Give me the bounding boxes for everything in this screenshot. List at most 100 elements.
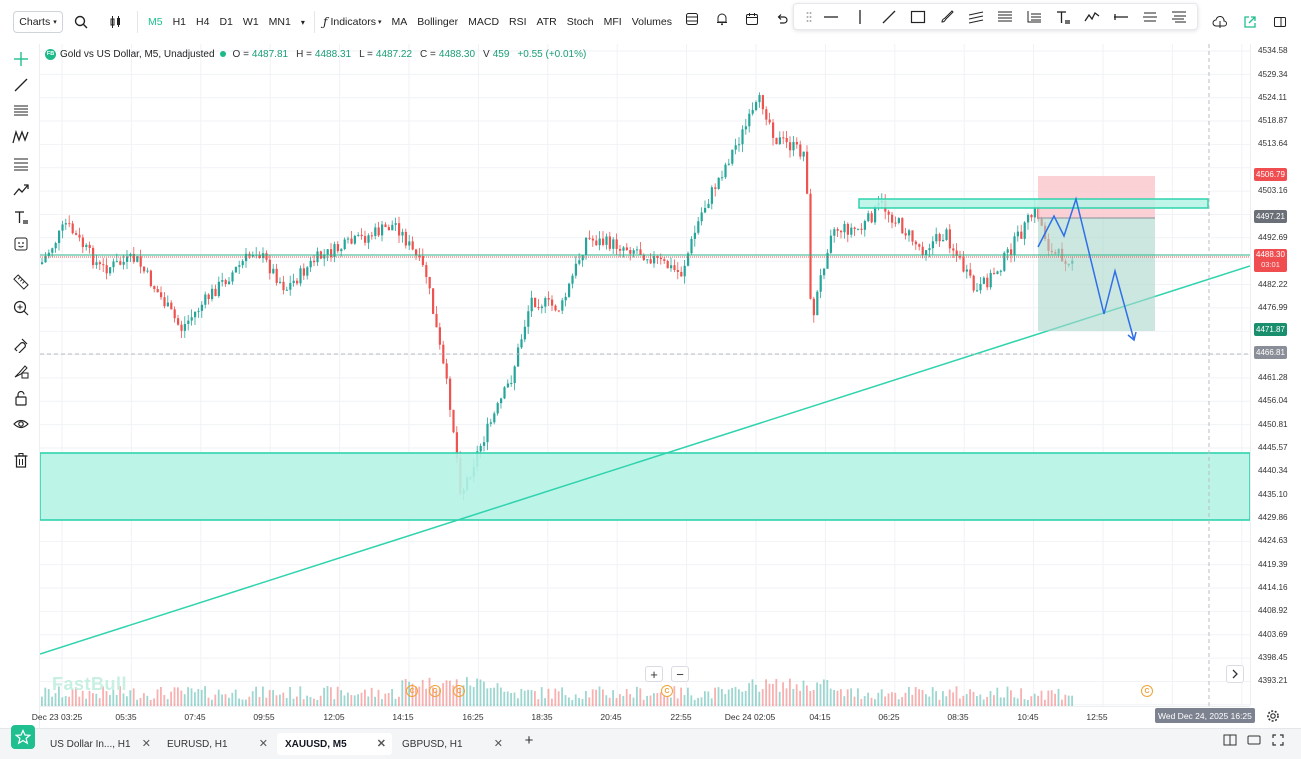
candle-body [98,262,101,265]
timeframe-h4[interactable]: H4 [196,16,210,28]
volume-bar [537,699,540,706]
price-chart[interactable] [40,44,1250,706]
close-value: 4488.30 [438,48,476,60]
draw-mode-lock-icon[interactable] [9,360,33,382]
alert-bell-icon[interactable] [707,8,737,30]
volume-bar [738,689,740,706]
path-tool-icon[interactable] [9,179,33,201]
chart-tab[interactable]: GBPUSD, H1 ✕ [394,733,509,755]
add-tab-button[interactable]: + [524,731,534,749]
price-axis[interactable]: 4534.58 4529.34 4524.11 4518.87 4513.64 … [1250,44,1301,706]
single-layout-icon[interactable] [1242,732,1266,748]
timeframe-w1[interactable]: W1 [242,16,259,28]
lock-icon[interactable] [9,387,33,409]
ray-tool-icon[interactable] [1106,4,1135,29]
zoom-in-button[interactable]: + [645,666,663,682]
indicators-dropdown[interactable]: ƒ Indicators ▾ [318,8,387,36]
calendar-icon[interactable] [737,8,767,30]
resistance-zone[interactable] [858,198,1209,209]
search-icon[interactable] [74,15,90,31]
indicator-stoch[interactable]: Stoch [566,16,594,28]
timeframe-more-chevron-icon[interactable]: ▾ [300,17,305,27]
candle-body [629,250,632,254]
eye-visibility-icon[interactable] [9,413,33,435]
vertical-line-tool-icon[interactable] [845,4,874,29]
projection-path[interactable] [1037,196,1135,341]
chart-tab[interactable]: EURUSD, H1 ✕ [159,733,274,755]
candle-body [547,298,550,300]
ruler-measure-icon[interactable] [9,271,33,293]
demand-zone[interactable] [40,452,1250,521]
short-position-target-zone[interactable] [1038,218,1155,331]
split-layout-icon[interactable] [1218,732,1242,748]
event-marker-icon[interactable]: C [429,685,441,697]
close-icon[interactable]: ✕ [141,738,151,750]
wave-pattern-tool-icon[interactable] [9,126,33,148]
fib-channel-tool-icon[interactable] [1019,4,1048,29]
event-marker-icon[interactable]: C [1141,685,1153,697]
undo-icon[interactable] [767,8,797,30]
share-icon[interactable] [1235,11,1265,33]
horizontal-line-tool-icon[interactable] [816,4,845,29]
close-icon[interactable]: ✕ [376,738,386,750]
gann-tool-icon[interactable] [1135,4,1164,29]
time-axis[interactable]: Dec 23 03:25 05:35 07:45 09:55 12:05 14:… [32,706,1250,728]
indicator-atr[interactable]: ATR [536,16,557,28]
pattern-tool-icon[interactable] [1077,4,1106,29]
scroll-to-realtime-button[interactable] [1226,665,1244,683]
indicator-ma[interactable]: MA [391,16,408,28]
sidebar-toggle-icon[interactable] [1265,11,1295,33]
candlestick-type-icon[interactable] [109,15,125,31]
indicator-macd[interactable]: MACD [468,16,500,28]
star-watchlist-button[interactable] [11,725,35,749]
timeframe-mn1[interactable]: MN1 [268,16,291,28]
trend-line-tool-icon[interactable] [874,4,903,29]
charts-dropdown[interactable]: Charts ▾ [13,11,63,33]
zoom-out-button[interactable]: − [671,666,689,682]
event-marker-icon[interactable]: C [453,685,465,697]
indicator-volumes[interactable]: Volumes [631,16,672,28]
symbol-title[interactable]: Gold vs US Dollar, M5, Unadjusted [60,48,215,60]
chart-grid [40,44,1250,706]
text-annotation-icon[interactable] [9,206,33,228]
gear-icon[interactable] [1264,708,1282,724]
pitchfork-tool-icon[interactable] [1164,4,1193,29]
line-tool-icon[interactable] [9,74,33,96]
drag-handle-icon[interactable] [802,4,816,29]
close-icon[interactable]: ✕ [258,738,268,750]
event-marker-icon[interactable]: C [406,685,418,697]
candle-body [687,253,690,266]
chart-tab-active[interactable]: XAUUSD, M5 ✕ [277,733,392,755]
timeframe-m5[interactable]: M5 [148,16,163,28]
candle-body [935,234,938,242]
text-tool-icon[interactable] [1048,4,1077,29]
short-position-stop-zone[interactable] [1038,176,1155,218]
timeframe-h1[interactable]: H1 [172,16,187,28]
event-marker-icon[interactable]: C [661,685,673,697]
cloud-save-icon[interactable] [1205,11,1235,33]
candle-body [595,240,598,246]
timeframe-d1[interactable]: D1 [219,16,233,28]
candle-body [452,409,455,433]
volume-key: V [483,48,490,60]
price-tick: 4534.58 [1258,46,1288,55]
parallel-channel-tool-icon[interactable] [961,4,990,29]
brush-tool-icon[interactable] [932,4,961,29]
zoom-in-icon[interactable] [9,297,33,319]
fullscreen-icon[interactable] [1266,732,1290,748]
emoji-sticker-icon[interactable] [9,233,33,255]
indicator-bollinger[interactable]: Bollinger [417,16,459,28]
crosshair-tool-icon[interactable] [9,48,33,70]
indicator-mfi[interactable]: MFI [603,16,622,28]
horizontal-lines-tool-icon[interactable] [9,100,33,122]
fibonacci-tool-icon[interactable] [9,153,33,175]
candle-body [139,256,142,267]
indicator-rsi[interactable]: RSI [509,16,527,28]
chart-tab[interactable]: US Dollar In..., H1 ✕ [42,733,157,755]
close-icon[interactable]: ✕ [493,738,503,750]
layout-icon[interactable] [677,8,707,30]
rectangle-tool-icon[interactable] [903,4,932,29]
fib-retracement-tool-icon[interactable] [990,4,1019,29]
trash-icon[interactable] [9,449,33,471]
magnet-icon[interactable] [9,334,33,356]
